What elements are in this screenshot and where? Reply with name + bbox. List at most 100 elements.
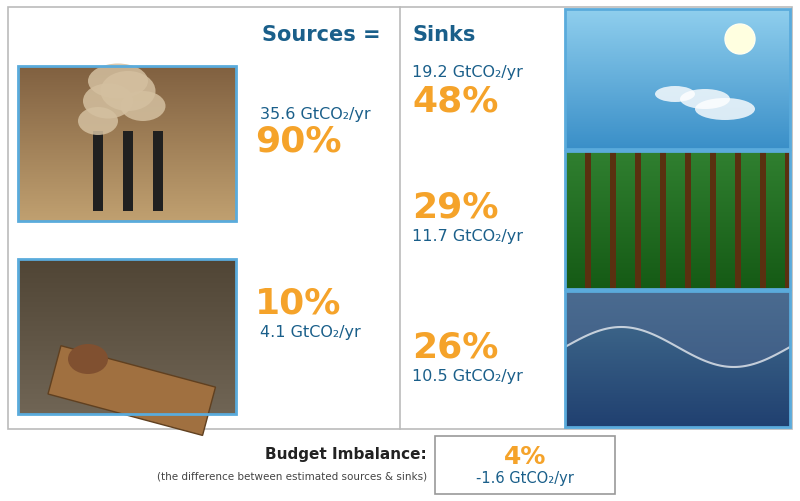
Bar bbox=[565, 160, 790, 161]
Bar bbox=[565, 350, 790, 351]
Bar bbox=[18, 94, 236, 95]
Bar bbox=[565, 312, 790, 313]
Bar bbox=[18, 159, 236, 160]
Bar bbox=[565, 173, 790, 174]
Bar bbox=[565, 65, 790, 66]
Bar bbox=[565, 51, 790, 52]
Bar bbox=[565, 417, 790, 418]
Bar bbox=[18, 380, 236, 381]
Bar bbox=[565, 147, 790, 148]
Bar bbox=[18, 275, 236, 276]
Bar bbox=[18, 395, 236, 396]
Bar bbox=[18, 270, 236, 271]
Bar bbox=[18, 351, 236, 352]
Bar bbox=[565, 122, 790, 123]
Bar bbox=[18, 382, 236, 383]
Bar bbox=[565, 202, 790, 203]
Bar bbox=[565, 408, 790, 409]
Bar bbox=[565, 195, 790, 196]
Bar bbox=[18, 195, 236, 196]
Bar bbox=[18, 199, 236, 200]
Bar bbox=[18, 352, 236, 353]
Bar bbox=[18, 132, 236, 133]
Bar bbox=[565, 238, 790, 239]
Bar bbox=[565, 27, 790, 28]
Bar bbox=[565, 323, 790, 324]
Bar bbox=[565, 274, 790, 275]
Bar bbox=[565, 43, 790, 44]
Bar bbox=[18, 107, 236, 108]
Bar bbox=[565, 328, 790, 329]
Bar bbox=[18, 219, 236, 220]
Bar bbox=[565, 355, 790, 356]
Bar bbox=[565, 101, 790, 102]
Bar bbox=[565, 369, 790, 370]
Bar bbox=[18, 401, 236, 402]
Bar bbox=[565, 394, 790, 395]
Bar bbox=[565, 378, 790, 379]
Bar bbox=[18, 302, 236, 303]
Bar bbox=[18, 179, 236, 180]
Bar bbox=[18, 278, 236, 279]
Bar bbox=[18, 83, 236, 84]
Bar bbox=[18, 115, 236, 116]
Bar bbox=[18, 190, 236, 191]
Bar bbox=[565, 271, 790, 272]
Bar bbox=[18, 204, 236, 205]
Bar bbox=[565, 130, 790, 131]
Bar bbox=[565, 20, 790, 21]
Bar bbox=[18, 75, 236, 76]
Ellipse shape bbox=[121, 92, 166, 122]
Bar bbox=[18, 399, 236, 400]
Bar bbox=[565, 55, 790, 56]
Bar bbox=[18, 90, 236, 91]
Bar bbox=[18, 287, 236, 288]
Bar bbox=[18, 149, 236, 150]
Bar bbox=[565, 400, 790, 401]
Bar bbox=[18, 206, 236, 207]
Bar bbox=[565, 420, 790, 421]
Bar bbox=[565, 257, 790, 258]
Bar bbox=[565, 243, 790, 244]
Bar bbox=[565, 40, 790, 41]
Bar bbox=[93, 132, 103, 211]
Bar bbox=[565, 329, 790, 330]
Bar bbox=[565, 159, 790, 160]
Bar bbox=[565, 399, 790, 400]
Bar bbox=[565, 268, 790, 269]
Text: 48%: 48% bbox=[412, 85, 498, 119]
Bar bbox=[18, 261, 236, 262]
Bar bbox=[18, 84, 236, 85]
Bar bbox=[18, 359, 236, 360]
Bar bbox=[785, 152, 791, 290]
Bar bbox=[565, 384, 790, 385]
Bar bbox=[18, 211, 236, 212]
Bar bbox=[565, 341, 790, 342]
Bar bbox=[18, 282, 236, 283]
Bar bbox=[565, 172, 790, 173]
Bar bbox=[565, 70, 790, 71]
Bar bbox=[18, 295, 236, 296]
Bar bbox=[565, 25, 790, 26]
Bar bbox=[18, 370, 236, 371]
Bar bbox=[565, 220, 790, 221]
Bar bbox=[565, 278, 790, 279]
Bar bbox=[565, 294, 790, 295]
Text: 35.6 GtCO₂/yr: 35.6 GtCO₂/yr bbox=[260, 106, 370, 121]
Bar bbox=[565, 11, 790, 12]
Bar bbox=[18, 364, 236, 365]
Bar bbox=[565, 33, 790, 34]
Bar bbox=[565, 194, 790, 195]
Bar bbox=[18, 119, 236, 120]
Bar bbox=[565, 279, 790, 280]
Bar bbox=[18, 186, 236, 187]
Bar bbox=[565, 178, 790, 179]
Bar bbox=[565, 280, 790, 281]
Bar bbox=[18, 294, 236, 295]
Bar bbox=[565, 82, 790, 83]
Bar bbox=[565, 276, 790, 277]
Bar bbox=[18, 184, 236, 185]
Ellipse shape bbox=[680, 90, 730, 110]
Bar bbox=[610, 152, 616, 290]
Bar bbox=[565, 235, 790, 236]
